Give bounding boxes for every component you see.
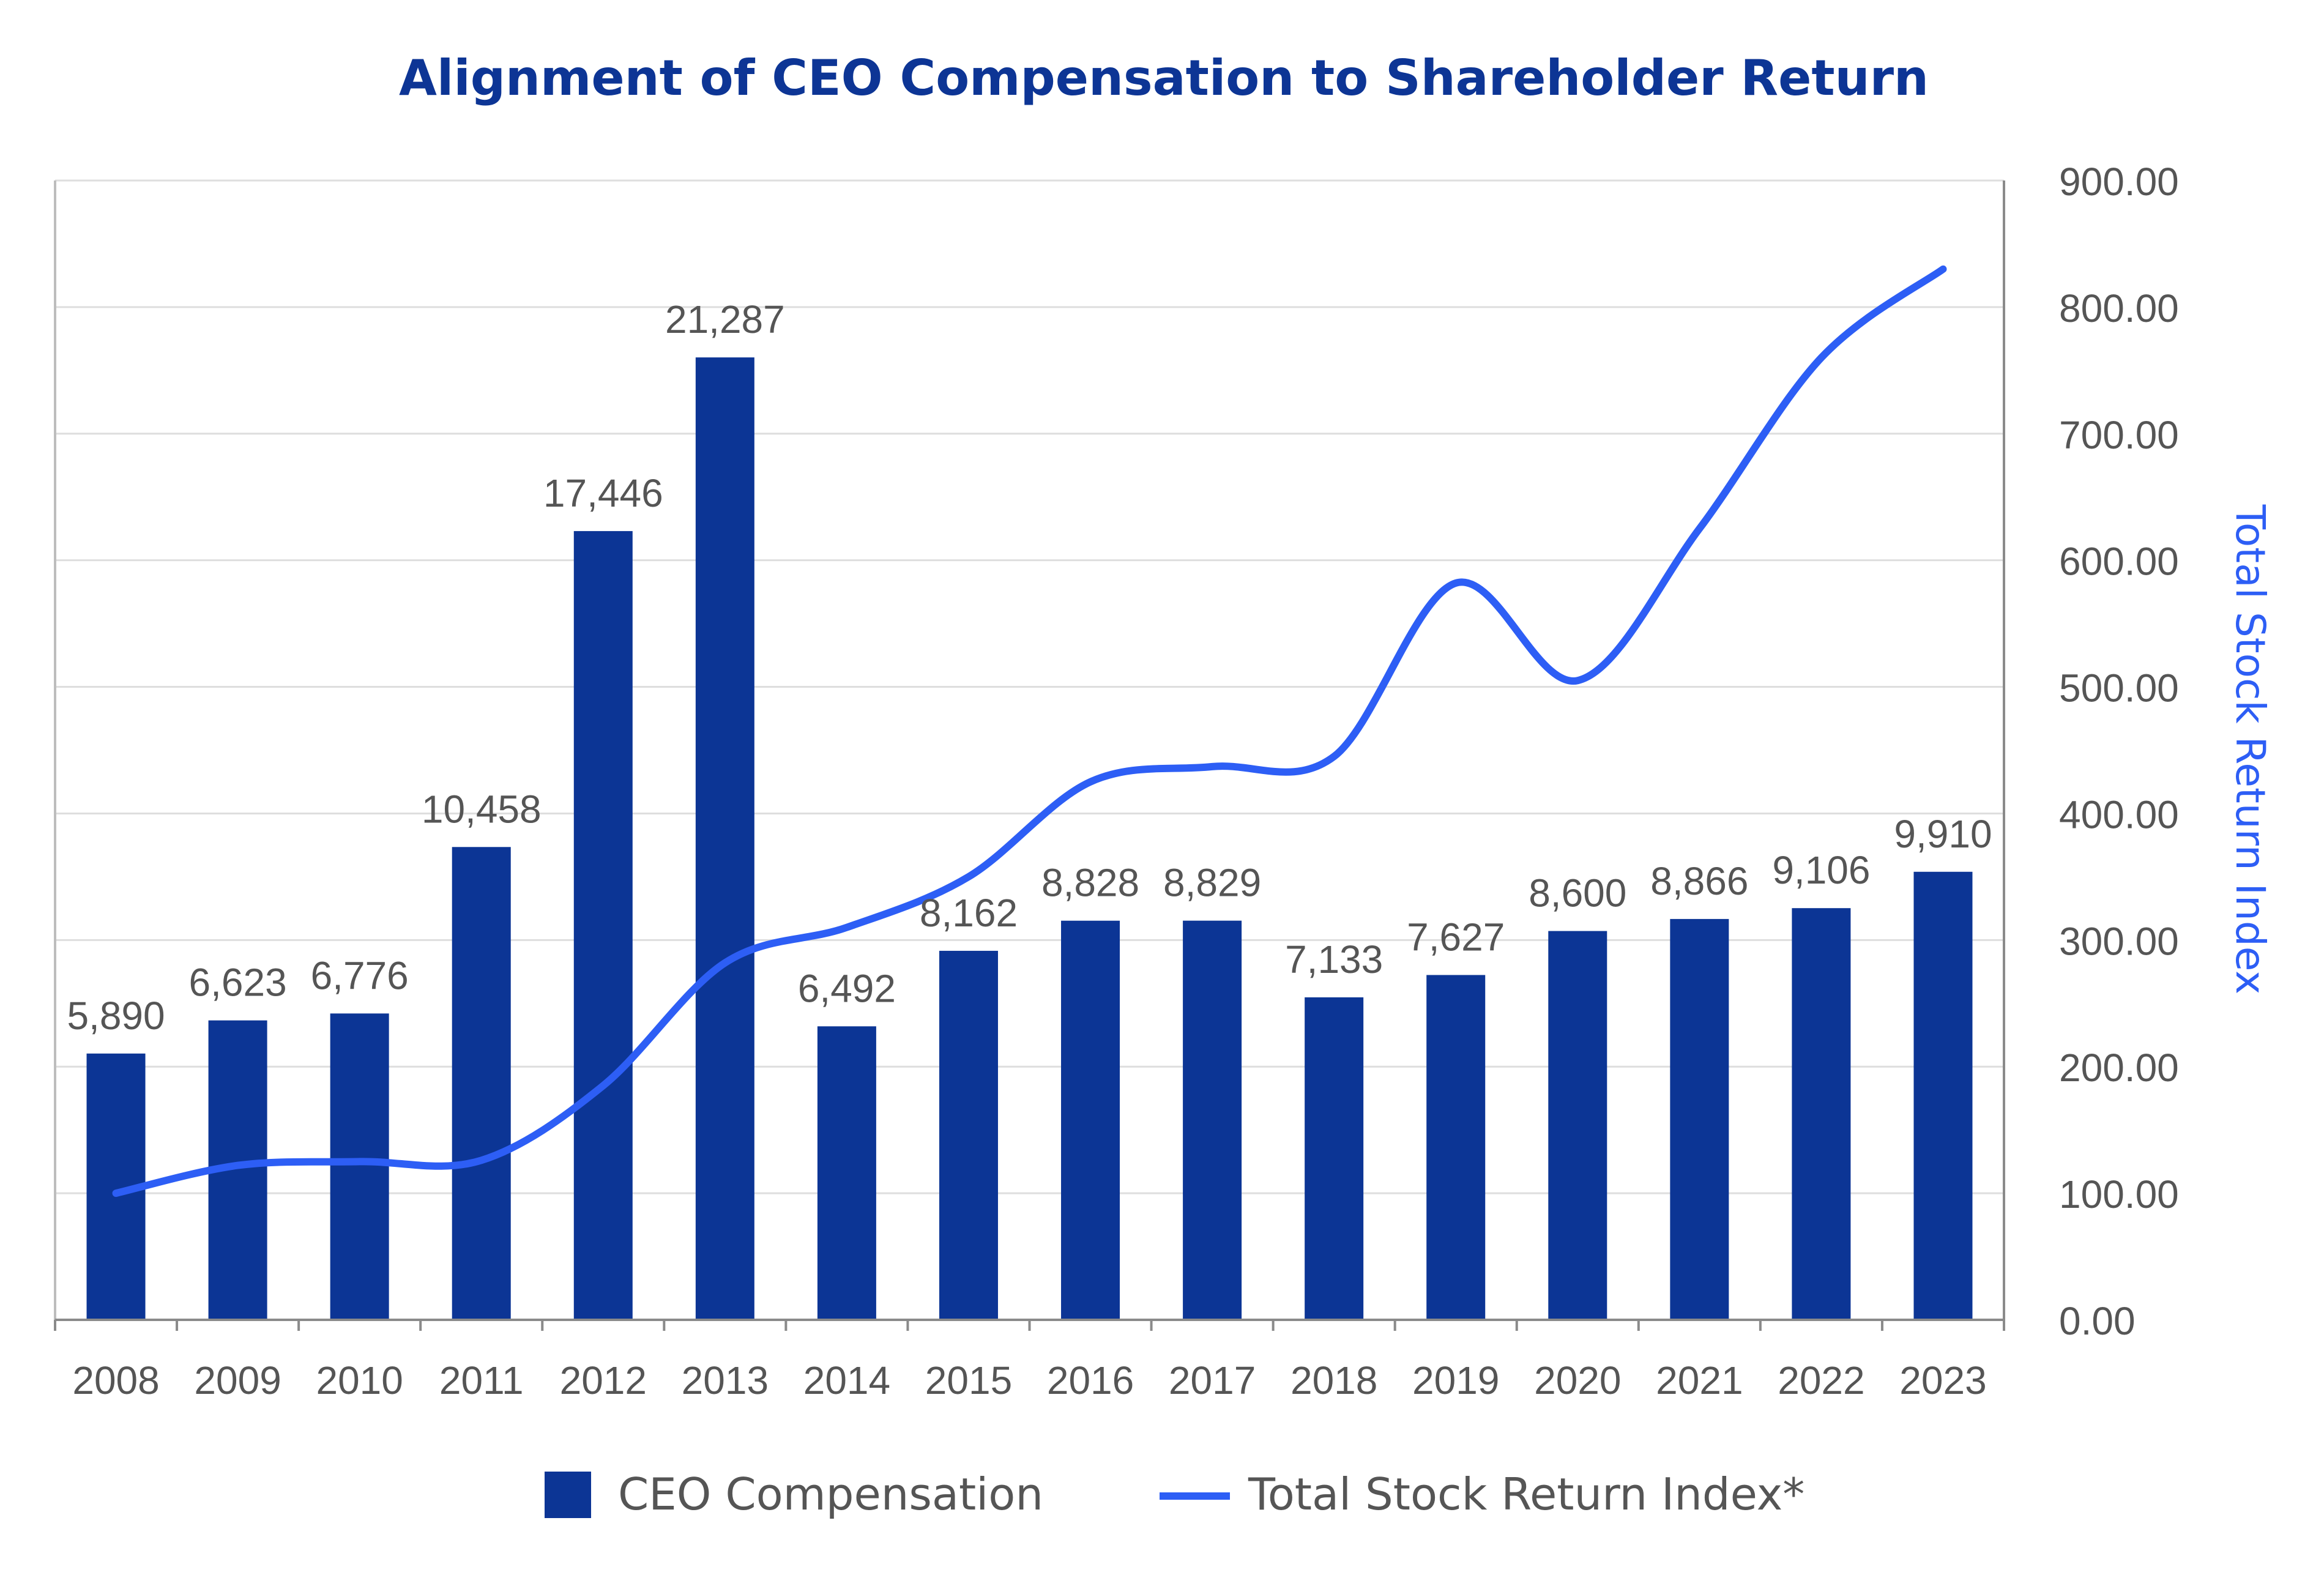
- bar-2019: [1426, 975, 1486, 1320]
- x-axis-tick-label: 2008: [72, 1358, 159, 1402]
- right-axis-tick-label: 600.00: [2059, 540, 2179, 584]
- x-axis-tick-label: 2013: [682, 1358, 769, 1402]
- data-label: 8,829: [1163, 861, 1261, 905]
- legend-label-ceo-compensation: CEO Compensation: [618, 1469, 1043, 1520]
- bar-2016: [1061, 920, 1120, 1320]
- bar-2010: [330, 1013, 389, 1320]
- right-axis-tick-label: 900.00: [2059, 160, 2179, 204]
- right-axis-tick-label: 800.00: [2059, 286, 2179, 330]
- x-axis-tick-label: 2022: [1778, 1358, 1864, 1402]
- data-label: 5,890: [67, 994, 165, 1038]
- bar-2017: [1183, 920, 1242, 1320]
- legend: CEO Compensation Total Stock Return Inde…: [545, 1469, 1804, 1520]
- bar-2023: [1913, 871, 1973, 1320]
- data-label: 17,446: [543, 471, 663, 515]
- x-axis-tick-label: 2009: [194, 1358, 281, 1402]
- data-label: 8,162: [920, 891, 1018, 935]
- bar-2020: [1548, 931, 1607, 1320]
- x-axis-tick-label: 2023: [1899, 1358, 1986, 1402]
- line-series-total-stock-return: [112, 265, 1947, 1197]
- right-axis-tick-label: 300.00: [2059, 919, 2179, 963]
- right-axis-tick-label: 400.00: [2059, 792, 2179, 836]
- data-label: 9,106: [1772, 848, 1870, 892]
- data-label: 10,458: [422, 787, 542, 831]
- bar-2015: [939, 950, 998, 1320]
- data-label: 9,910: [1894, 812, 1992, 856]
- x-axis-tick-label: 2015: [925, 1358, 1012, 1402]
- right-axis-tick-label: 700.00: [2059, 413, 2179, 457]
- bar-2011: [452, 847, 511, 1320]
- data-label: 21,287: [665, 297, 785, 341]
- axes: 0.00 100.00 200.00 300.00 400.00 500.00 600.00…: [54, 160, 2179, 1402]
- right-axis-tick-label: 0.00: [2059, 1299, 2136, 1343]
- x-axis-tick-label: 2014: [803, 1358, 890, 1402]
- right-axis-title: Total Stock Return Index: [2227, 504, 2274, 994]
- data-label: 8,866: [1650, 859, 1748, 903]
- x-axis-tick-label: 2020: [1534, 1358, 1621, 1402]
- bar-2018: [1305, 997, 1364, 1320]
- chart-title: Alignment of CEO Compensation to Shareho…: [399, 50, 1929, 106]
- data-label: 8,600: [1529, 871, 1626, 915]
- data-label: 6,776: [311, 953, 409, 997]
- bar-2012: [573, 531, 633, 1320]
- bar-2013: [695, 357, 754, 1320]
- data-label: 6,492: [798, 966, 896, 1010]
- x-axis-tick-label: 2021: [1656, 1358, 1743, 1402]
- legend-label-total-stock-return-index: Total Stock Return Index*: [1248, 1469, 1804, 1520]
- right-axis-tick-label: 200.00: [2059, 1046, 2179, 1090]
- bar-2021: [1670, 918, 1729, 1320]
- right-axis-tick-label: 100.00: [2059, 1172, 2179, 1216]
- bar-series-ceo-compensation: [86, 357, 1973, 1320]
- x-axis-tick-label: 2018: [1290, 1358, 1377, 1402]
- x-axis-tick-label: 2012: [560, 1358, 647, 1402]
- line-total-stock-return-index: [112, 265, 1947, 1197]
- x-axis-tick-label: 2016: [1047, 1358, 1134, 1402]
- data-label: 7,133: [1285, 937, 1383, 981]
- bar-2014: [817, 1026, 876, 1320]
- data-label: 6,623: [189, 961, 287, 1005]
- x-axis-tick-label: 2011: [439, 1358, 524, 1402]
- x-axis-tick-label: 2019: [1412, 1358, 1499, 1402]
- bar-2022: [1792, 908, 1851, 1320]
- data-label: 8,828: [1041, 861, 1139, 905]
- x-axis-tick-label: 2017: [1169, 1358, 1256, 1402]
- x-axis-tick-label: 2010: [316, 1358, 403, 1402]
- data-label: 7,627: [1407, 915, 1505, 959]
- data-labels: 5,890 6,623 6,776 10,458 17,446 21,287 6,492 8,…: [67, 297, 1992, 1038]
- right-axis-tick-label: 500.00: [2059, 666, 2179, 710]
- legend-bar-swatch: [545, 1472, 591, 1518]
